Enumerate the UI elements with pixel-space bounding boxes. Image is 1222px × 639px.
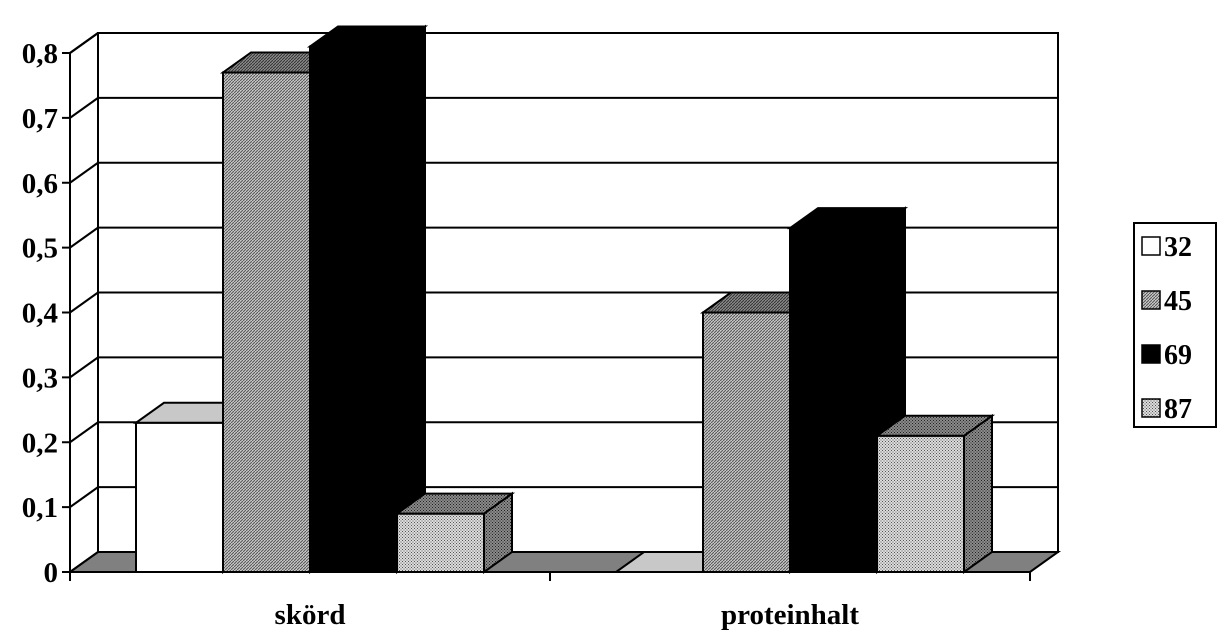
bar-side xyxy=(396,24,426,574)
side-gridline xyxy=(69,226,99,249)
legend-label: 32 xyxy=(1164,232,1192,263)
legend-swatch xyxy=(1141,290,1161,310)
bar-front xyxy=(309,45,398,573)
bar-top xyxy=(306,25,429,48)
bar xyxy=(306,24,429,574)
legend-swatch xyxy=(1141,236,1161,256)
bar xyxy=(393,491,516,574)
bar-front xyxy=(876,434,965,574)
y-tick-label: 0,5 xyxy=(22,233,58,265)
y-tick-label: 0,7 xyxy=(22,103,58,135)
y-tick-label: 0,3 xyxy=(22,362,58,394)
legend: 32 45 69 87 xyxy=(1133,222,1217,428)
y-tick-label: 0,4 xyxy=(22,298,58,330)
legend-item: 32 xyxy=(1141,232,1192,263)
bar-front xyxy=(135,421,224,573)
y-tick-label: 0,8 xyxy=(22,38,58,70)
side-gridline xyxy=(69,291,99,314)
x-tick-label: proteinhalt xyxy=(721,599,859,631)
bar-front xyxy=(222,71,311,574)
bar-top xyxy=(873,414,996,437)
legend-box xyxy=(1133,222,1217,428)
bars xyxy=(132,24,996,574)
legend-swatch xyxy=(1141,398,1161,418)
bar-top xyxy=(393,492,516,515)
legend-item: 45 xyxy=(1141,286,1192,317)
side-gridline xyxy=(69,421,99,444)
side-wall-top xyxy=(69,32,99,54)
legend-label: 45 xyxy=(1164,286,1192,317)
y-tick-label: 0,1 xyxy=(22,492,58,524)
legend-swatch xyxy=(1141,344,1161,364)
side-gridline xyxy=(69,486,99,508)
side-gridline xyxy=(69,97,99,119)
x-tick-label: skörd xyxy=(275,599,346,631)
bar-front xyxy=(789,227,878,573)
side-gridline xyxy=(69,356,99,379)
y-tick-label: 0,6 xyxy=(22,168,58,200)
bar-side xyxy=(963,413,993,574)
legend-label: 87 xyxy=(1164,394,1192,425)
y-tick-label: 0 xyxy=(44,557,59,589)
bar-front xyxy=(702,311,791,573)
bar xyxy=(873,413,996,574)
legend-item: 87 xyxy=(1141,394,1192,425)
axis-labels: 0 0,1 0,2 0,3 0,4 0,5 0,6 0,7 0,8 skörd proteinhal… xyxy=(22,38,860,631)
y-tick-label: 0,2 xyxy=(22,427,58,459)
legend-label: 69 xyxy=(1164,340,1192,371)
bar-top xyxy=(786,207,909,230)
side-gridline xyxy=(69,161,99,184)
legend-item: 69 xyxy=(1141,340,1192,371)
bar-front xyxy=(396,512,485,573)
